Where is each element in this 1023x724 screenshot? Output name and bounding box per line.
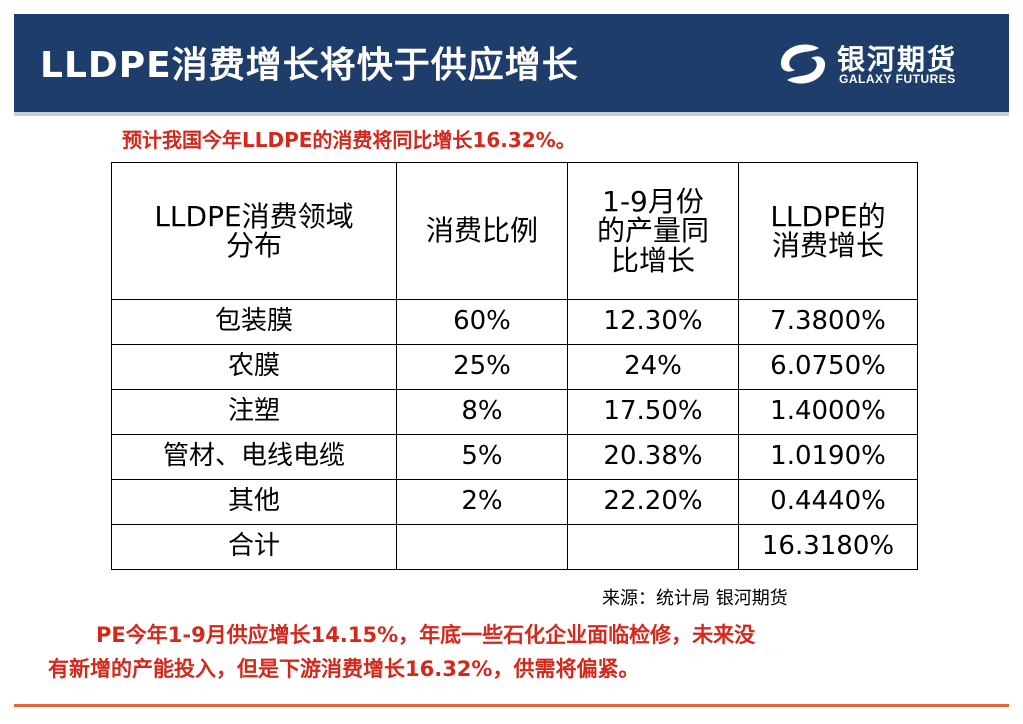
- header-line: 分布: [225, 229, 282, 262]
- production-growth-cell: 24%: [567, 344, 739, 390]
- page-title: LLDPE消费增长将快于供应增长: [40, 45, 579, 86]
- header-line: LLDPE消费领域: [154, 199, 354, 233]
- header-line: 比增长: [610, 243, 695, 277]
- consumption-growth-cell: 6.0750%: [738, 344, 918, 390]
- footer-divider: [14, 704, 1009, 707]
- header-cell-sector: LLDPE消费领域 分布: [111, 162, 397, 300]
- production-growth-cell: 20.38%: [567, 434, 739, 480]
- share-cell: 5%: [396, 434, 568, 480]
- header-line: 消费比例: [425, 214, 538, 248]
- consumption-table: LLDPE消费领域 分布 消费比例 1-9月份 的产量同 比增长 LLDPE的 …: [111, 162, 918, 570]
- header-line: 1-9月份: [602, 184, 704, 218]
- production-growth-cell: [567, 524, 739, 570]
- header-bar: LLDPE消费增长将快于供应增长 银河期货 GALAXY FUTURES: [14, 14, 1009, 112]
- table-row: 包装膜 60% 12.30% 7.3800%: [111, 299, 918, 345]
- sector-cell: 包装膜: [111, 299, 397, 345]
- sector-cell: 合计: [111, 524, 397, 570]
- table-row: 农膜 25% 24% 6.0750%: [111, 344, 918, 390]
- consumption-growth-cell: 0.4440%: [738, 479, 918, 525]
- header-cell-consumption-growth: LLDPE的 消费增长: [738, 162, 918, 300]
- production-growth-cell: 22.20%: [567, 479, 739, 525]
- consumption-growth-cell: 1.0190%: [738, 434, 918, 480]
- table-row: 管材、电线电缆 5% 20.38% 1.0190%: [111, 434, 918, 480]
- header-cell-share: 消费比例: [396, 162, 568, 300]
- header-cell-production-growth: 1-9月份 的产量同 比增长: [567, 162, 739, 300]
- table-row: 注塑 8% 17.50% 1.4000%: [111, 389, 918, 435]
- header-line: 的产量同: [596, 214, 709, 248]
- conclusion-text: PE今年1-9月供应增长14.15%，年底一些石化企业面临检修，未来没 有新增的…: [48, 618, 988, 686]
- share-cell: 25%: [396, 344, 568, 390]
- table-row: 其他 2% 22.20% 0.4440%: [111, 479, 918, 525]
- sector-cell: 其他: [111, 479, 397, 525]
- conclusion-line: PE今年1-9月供应增长14.15%，年底一些石化企业面临检修，未来没: [96, 623, 756, 647]
- source-note: 来源：统计局 银河期货: [602, 588, 788, 609]
- header-line: 消费增长: [771, 229, 884, 262]
- consumption-growth-cell: 16.3180%: [738, 524, 918, 570]
- intro-text: 预计我国今年LLDPE的消费将同比增长16.32%。: [122, 128, 576, 152]
- share-cell: 8%: [396, 389, 568, 435]
- logo-text-en: GALAXY FUTURES: [839, 72, 956, 86]
- consumption-growth-cell: 7.3800%: [738, 299, 918, 345]
- sector-cell: 农膜: [111, 344, 397, 390]
- production-growth-cell: 12.30%: [567, 299, 739, 345]
- table-header-row: LLDPE消费领域 分布 消费比例 1-9月份 的产量同 比增长 LLDPE的 …: [111, 162, 918, 300]
- table-total-row: 合计 16.3180%: [111, 524, 918, 570]
- sector-cell: 管材、电线电缆: [111, 434, 397, 480]
- share-cell: 60%: [396, 299, 568, 345]
- header-divider: [14, 112, 1009, 116]
- share-cell: [396, 524, 568, 570]
- conclusion-line: 有新增的产能投入，但是下游消费增长16.32%，供需将偏紧。: [48, 657, 640, 681]
- sector-cell: 注塑: [111, 389, 397, 435]
- company-logo: 银河期货 GALAXY FUTURES: [775, 36, 975, 92]
- share-cell: 2%: [396, 479, 568, 525]
- galaxy-swirl-icon: [780, 44, 826, 84]
- header-line: LLDPE的: [770, 199, 886, 233]
- consumption-growth-cell: 1.4000%: [738, 389, 918, 435]
- production-growth-cell: 17.50%: [567, 389, 739, 435]
- logo-text-cn: 银河期货: [837, 43, 958, 76]
